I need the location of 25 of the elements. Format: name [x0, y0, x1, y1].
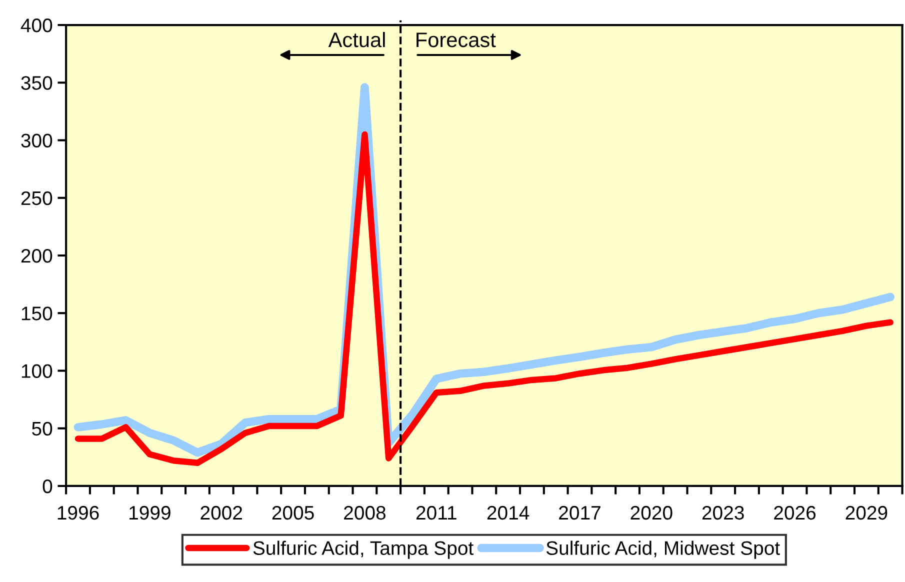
- x-tick-label: 2029: [846, 506, 888, 520]
- x-tick-label: 2008: [344, 506, 386, 520]
- x-tick-label: 1996: [58, 506, 99, 520]
- y-tick-label: 350: [21, 76, 52, 90]
- y-tick-label: 200: [21, 248, 52, 263]
- annotation: Actual: [328, 32, 385, 48]
- x-tick-label: 2023: [702, 506, 744, 520]
- x-tick-label: 1999: [130, 506, 170, 520]
- x-tick-label: 2017: [559, 506, 600, 520]
- x-tick-label: 2002: [200, 506, 242, 520]
- y-tick-label: 150: [22, 306, 52, 320]
- y-tick-label: 0: [42, 479, 52, 494]
- y-tick-label: 400: [20, 18, 52, 32]
- y-tick-label: 300: [21, 134, 52, 148]
- y-tick-label: 250: [21, 191, 52, 206]
- legend-label: Sulfuric Acid, Midwest Spot: [546, 540, 780, 559]
- y-tick-label: 50: [32, 422, 52, 436]
- x-tick-label: 2011: [416, 506, 456, 520]
- x-tick-label: 2026: [774, 506, 816, 520]
- legend-label: Sulfuric Acid, Tampa Spot: [253, 540, 474, 559]
- x-tick-label: 2020: [630, 506, 672, 520]
- x-tick-label: 2005: [272, 506, 314, 520]
- y-tick-label: 100: [22, 364, 52, 378]
- annotation: Forecast: [416, 32, 496, 48]
- x-tick-label: 2014: [487, 506, 530, 520]
